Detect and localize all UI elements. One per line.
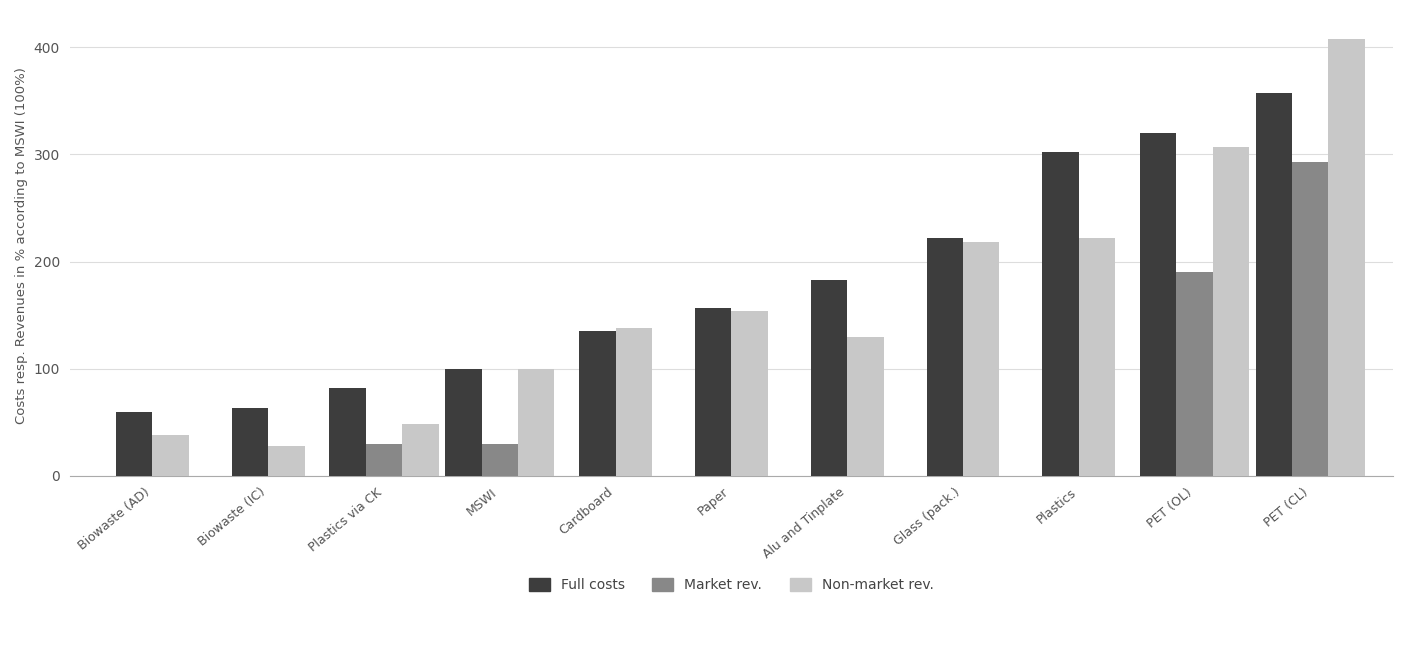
Bar [1256, 93, 1293, 476]
Bar [811, 280, 848, 476]
Y-axis label: Costs resp. Revenues in % according to MSWI (100%): Costs resp. Revenues in % according to M… [15, 67, 28, 424]
Bar [926, 238, 963, 476]
Bar [579, 331, 615, 476]
Bar [848, 337, 883, 476]
Bar [403, 424, 438, 476]
Bar [518, 369, 555, 476]
Bar [152, 435, 189, 476]
Bar [1079, 238, 1115, 476]
Bar [232, 409, 268, 476]
Bar [1140, 133, 1176, 476]
Bar [1293, 162, 1329, 476]
Bar [1212, 147, 1249, 476]
Bar [115, 412, 152, 476]
Bar [445, 369, 482, 476]
Bar [731, 311, 767, 476]
Bar [615, 328, 652, 476]
Bar [696, 308, 731, 476]
Bar [268, 446, 304, 476]
Bar [482, 444, 518, 476]
Bar [329, 388, 366, 476]
Bar [1042, 152, 1079, 476]
Bar [366, 444, 403, 476]
Bar [963, 243, 1000, 476]
Bar [1329, 39, 1364, 476]
Bar [1176, 272, 1212, 476]
Legend: Full costs, Market rev., Non-market rev.: Full costs, Market rev., Non-market rev. [524, 573, 939, 598]
